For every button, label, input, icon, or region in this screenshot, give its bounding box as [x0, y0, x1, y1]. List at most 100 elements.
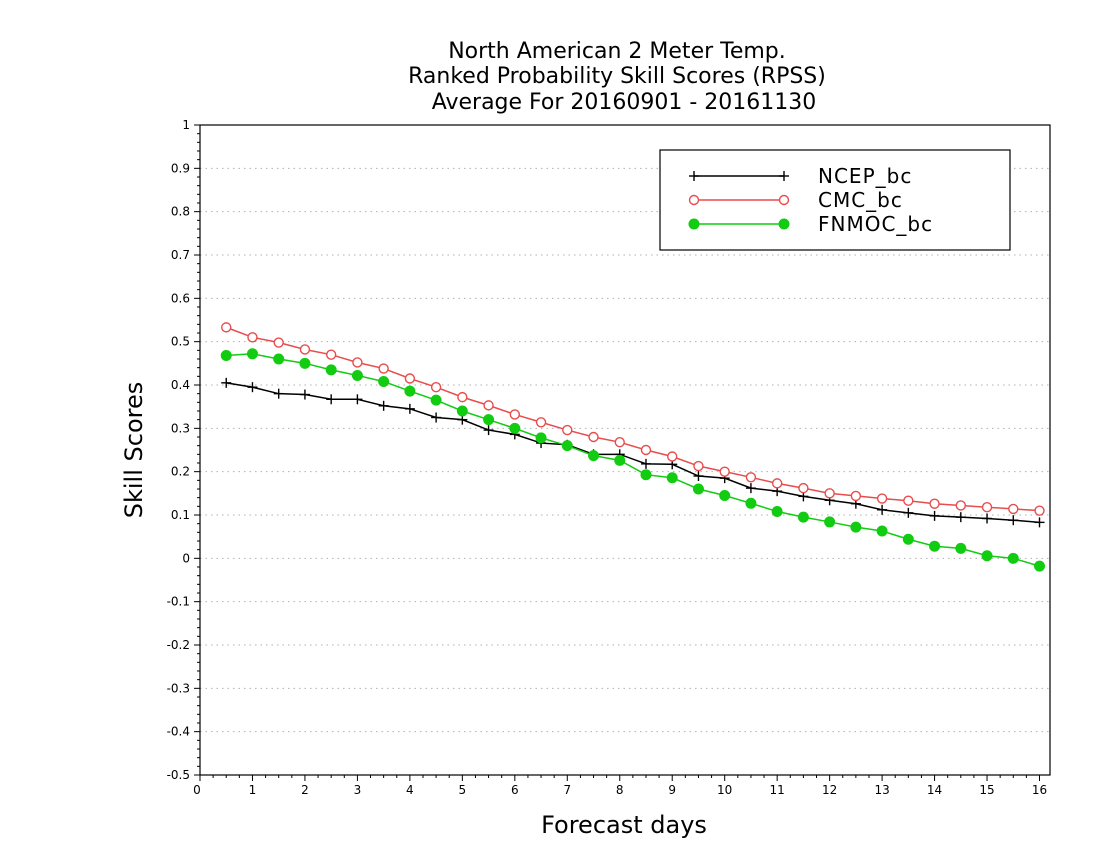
- data-point: [352, 357, 363, 368]
- data-point: [955, 542, 967, 554]
- y-tick-label: 0.7: [171, 248, 190, 262]
- data-point: [220, 350, 232, 362]
- x-tick-label: 16: [1032, 783, 1047, 797]
- data-point: [771, 506, 783, 518]
- data-point: [640, 444, 652, 456]
- legend-item-cmc-bc: CMC_bc: [688, 188, 903, 212]
- legend-marker: [688, 194, 700, 206]
- y-tick-label: 0: [182, 551, 190, 565]
- data-point: [903, 507, 914, 518]
- legend-marker: [778, 194, 790, 206]
- y-axis: -0.5 -0.4 -0.3 -0.2 -0.1 0 0.1 0.2 0.3 0.4 0.5 0.6 0…: [167, 118, 200, 782]
- data-point: [299, 357, 311, 369]
- y-tick-label: -0.2: [167, 638, 190, 652]
- legend-marker: [778, 218, 790, 230]
- data-point: [246, 348, 258, 360]
- x-tick-label: 7: [563, 783, 571, 797]
- data-point: [562, 424, 573, 436]
- legend-label: FNMOC_bc: [818, 212, 933, 236]
- data-point: [273, 337, 284, 348]
- x-axis-title: Forecast days: [541, 811, 707, 839]
- data-point: [509, 422, 521, 434]
- y-tick-label: 0.6: [171, 291, 190, 305]
- y-tick-label: 0.4: [171, 378, 190, 392]
- data-point: [457, 391, 468, 403]
- data-point: [982, 513, 993, 524]
- x-tick-label: 10: [717, 783, 732, 797]
- y-tick-label: 0.2: [171, 465, 190, 479]
- data-point: [693, 471, 704, 481]
- data-point: [351, 369, 363, 381]
- data-point: [430, 394, 442, 406]
- series-cmc-bc: [221, 322, 1045, 516]
- series-line: [226, 353, 1040, 567]
- data-point: [325, 364, 337, 376]
- y-tick-label: 0.8: [171, 205, 190, 219]
- data-point: [640, 469, 652, 481]
- data-point: [221, 377, 232, 388]
- y-tick-label: 0.5: [171, 335, 190, 349]
- data-point: [352, 394, 363, 405]
- x-tick-label: 13: [874, 783, 889, 797]
- legend-item-fnmoc-bc: FNMOC_bc: [688, 212, 933, 236]
- title-line-2: Ranked Probability Skill Scores (RPSS): [408, 64, 826, 89]
- series-ncep-bc: [221, 377, 1045, 528]
- data-point: [404, 373, 416, 384]
- x-tick-label: 8: [616, 783, 624, 797]
- data-point: [404, 385, 416, 397]
- data-point: [981, 550, 993, 562]
- data-point: [588, 431, 599, 443]
- title-line-3: Average For 20160901 - 20161130: [432, 90, 817, 115]
- y-tick-label: 0.9: [171, 161, 190, 175]
- legend-label: NCEP_bc: [818, 164, 912, 188]
- data-point: [273, 388, 284, 399]
- data-point: [903, 495, 914, 506]
- legend-marker: [779, 171, 789, 181]
- legend-label: CMC_bc: [818, 188, 903, 212]
- data-point: [431, 412, 442, 423]
- series-fnmoc-bc: [220, 348, 1046, 572]
- data-point: [719, 490, 731, 501]
- data-point: [247, 382, 258, 393]
- data-point: [745, 483, 756, 494]
- data-point: [588, 450, 600, 462]
- data-point: [483, 400, 494, 411]
- data-point: [955, 512, 966, 523]
- data-point: [693, 460, 704, 472]
- legend-marker: [688, 218, 700, 230]
- data-point: [378, 400, 389, 411]
- data-point: [430, 381, 442, 393]
- x-tick-label: 1: [249, 783, 257, 797]
- data-point: [1008, 515, 1019, 526]
- title-line-1: North American 2 Meter Temp.: [448, 39, 786, 64]
- data-point: [929, 510, 940, 521]
- x-tick-label: 14: [927, 783, 942, 797]
- data-point: [876, 525, 888, 537]
- data-point: [561, 440, 573, 452]
- data-point: [667, 451, 678, 462]
- series-line: [225, 326, 1040, 512]
- data-point: [929, 540, 941, 552]
- data-point: [247, 332, 258, 343]
- data-point: [824, 516, 836, 528]
- x-tick-label: 5: [459, 783, 467, 797]
- x-tick-label: 0: [193, 783, 201, 797]
- data-point: [824, 488, 835, 499]
- legend-item-ncep-bc: NCEP_bc: [689, 164, 912, 188]
- y-tick-label: -0.1: [167, 595, 190, 609]
- data-point: [456, 405, 468, 417]
- data-point: [1034, 517, 1045, 528]
- data-point: [929, 498, 940, 509]
- data-point: [876, 493, 888, 504]
- y-tick-label: -0.3: [167, 681, 190, 695]
- series-layer: [220, 322, 1046, 572]
- y-tick-label: -0.4: [167, 725, 190, 739]
- data-point: [719, 466, 730, 477]
- x-tick-label: 4: [406, 783, 414, 797]
- x-tick-label: 2: [301, 783, 309, 797]
- data-point: [535, 432, 547, 444]
- data-point: [404, 403, 415, 414]
- data-point: [877, 504, 888, 515]
